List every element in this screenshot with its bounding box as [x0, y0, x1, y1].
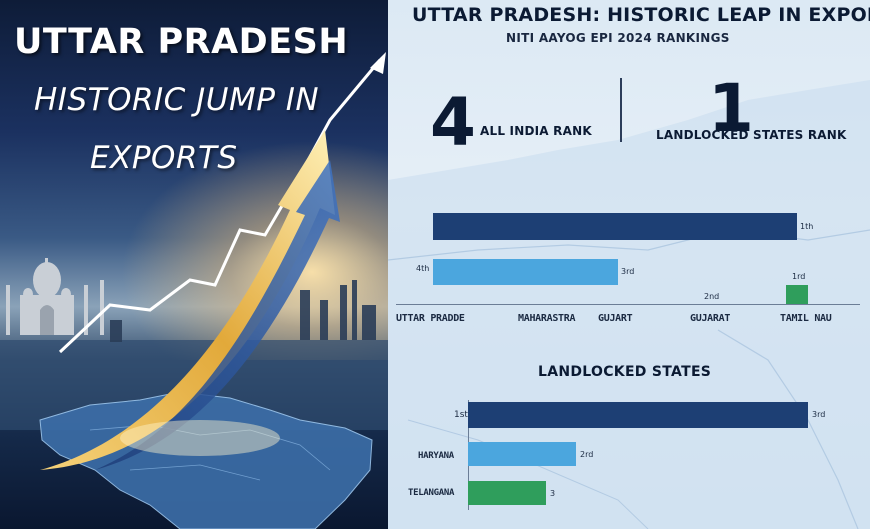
chart2-bar-1 [468, 402, 808, 428]
chart1-category-1: UTTAR PRADDE [396, 313, 465, 324]
chart1-bar3-start-label: 2nd [704, 292, 720, 301]
blue-arrow-swoosh [95, 160, 340, 470]
chart1-category-2: MAHARASTRA [518, 313, 576, 324]
chart1-bar2-end-label: 3rd [621, 267, 635, 276]
chart1-bar2-start-label: 4th [416, 264, 430, 273]
chart2-bar3-end-label: 3 [550, 489, 556, 498]
chart2-category-3: TELANGANA [408, 488, 455, 498]
landlocked-rank-label: LANDLOCKED STATES RANK [656, 128, 847, 142]
left-hero-panel: UTTAR PRADESH HISTORIC JUMP IN EXPORTS [0, 0, 388, 529]
chart1-bar-uttar-pradesh [433, 213, 797, 240]
chart2-bar-haryana [468, 442, 576, 466]
chart2-bar2-end-label: 2rd [580, 450, 594, 459]
chart1-category-4: GUJARAT [690, 313, 731, 324]
hero-title-line1: UTTAR PRADESH [14, 22, 349, 62]
chart1-bar4-start-label: 1rd [792, 272, 806, 281]
taj-mahal-monument [6, 258, 104, 335]
stats-divider [620, 78, 622, 142]
growth-line-arrowhead [370, 52, 386, 74]
chart1-bar-tamil-nadu [786, 285, 808, 305]
chart1-bar-maharastra [433, 259, 618, 285]
hero-title-line3: EXPORTS [90, 140, 238, 176]
light-flare [120, 420, 280, 456]
hero-title-line2: HISTORIC JUMP IN [34, 82, 320, 118]
all-india-rank-number: 4 [430, 84, 476, 161]
gold-arrow-swoosh [40, 130, 335, 470]
right-stats-panel: UTTAR PRADESH: HISTORIC LEAP IN EXPORTS … [388, 0, 870, 529]
chart1-bar1-end-label: 1th [800, 222, 814, 231]
chart1-axis [396, 304, 860, 305]
chart2-category-1: 1st [454, 410, 468, 420]
all-india-rank-label: ALL INDIA RANK [480, 124, 592, 138]
chart2-category-2: HARYANA [418, 451, 454, 461]
chart2-bar-telangana [468, 481, 546, 505]
chart2-bar1-end-label: 3rd [812, 410, 826, 419]
panel-subtitle: NITI AAYOG EPI 2024 RANKINGS [506, 31, 730, 45]
panel-title: UTTAR PRADESH: HISTORIC LEAP IN EXPORTS [412, 4, 870, 26]
chart2-title: LANDLOCKED STATES [538, 364, 712, 380]
city-skyline [110, 280, 376, 342]
chart1-category-3: GUJART [598, 313, 633, 324]
hero-illustration [0, 52, 388, 529]
landlocked-rank-number: 1 [708, 70, 754, 147]
chart1-category-5: TAMIL NAU [780, 313, 832, 324]
